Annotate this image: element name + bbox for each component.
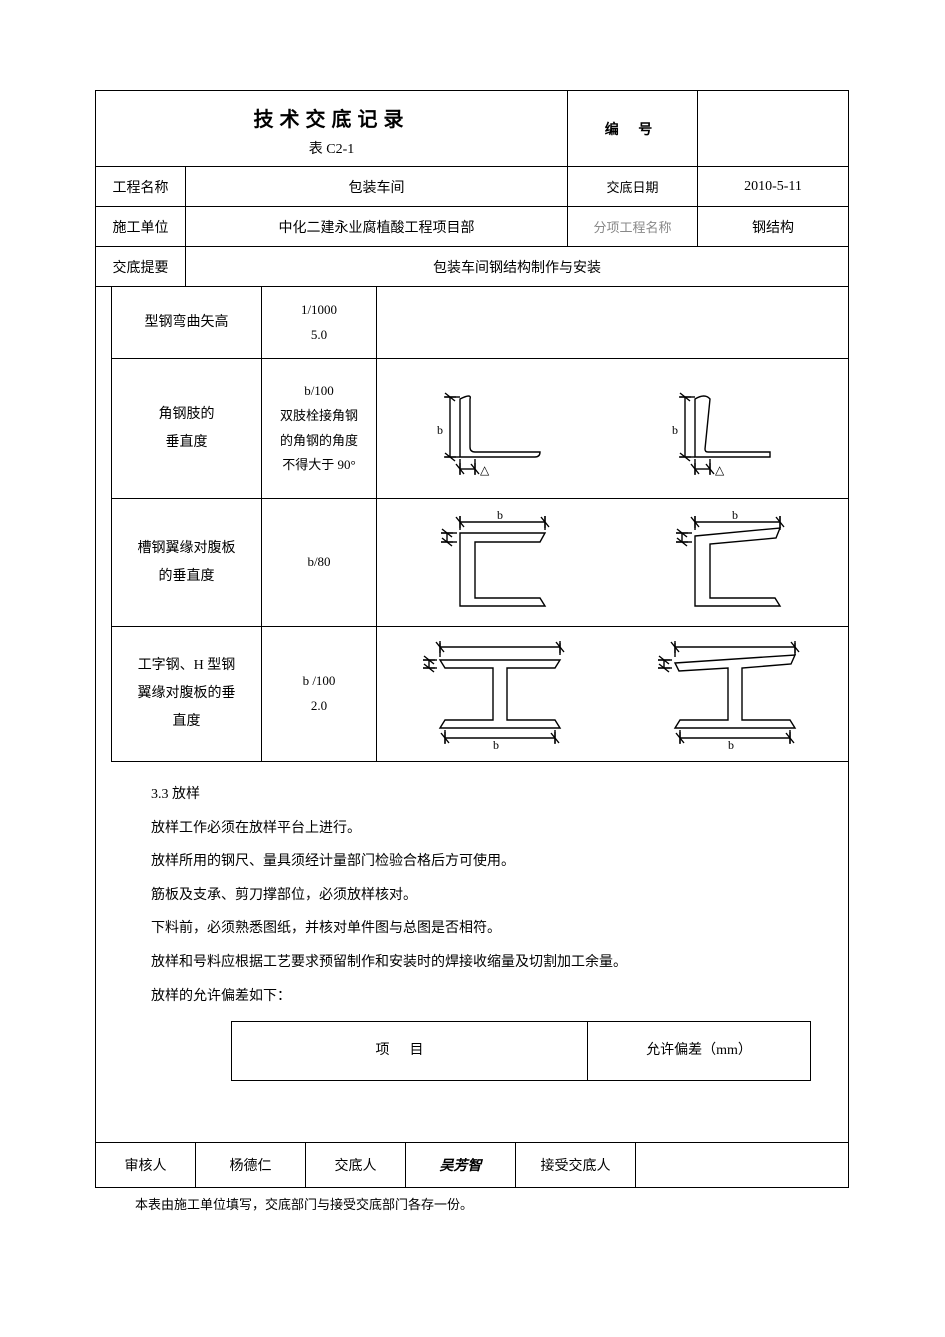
spec-name-cell: 工字钢、H 型钢翼缘对腹板的垂直度	[112, 627, 262, 761]
svg-text:△: △	[480, 463, 490, 477]
body-line: 放样工作必须在放样平台上进行。	[151, 812, 828, 846]
spec-diagram-cell	[377, 287, 848, 358]
body-text: 3.3 放样 放样工作必须在放样平台上进行。放样所用的钢尺、量具须经计量部门检验…	[96, 762, 848, 1113]
tolerance-col-dev: 允许偏差（mm）	[588, 1022, 810, 1080]
diagram-svg: b	[395, 635, 595, 753]
discloser-value: 吴芳智	[406, 1143, 516, 1187]
receiver-label: 接受交底人	[516, 1143, 636, 1187]
doc-title: 技术交底记录	[96, 103, 567, 132]
spec-name-line: 的垂直度	[159, 563, 215, 591]
spec-name-line: 槽钢翼缘对腹板	[138, 535, 236, 563]
doc-number-value	[698, 91, 848, 166]
spec-value-line: b/80	[307, 550, 330, 575]
spec-value-line: 的角钢的角度	[280, 429, 358, 454]
spec-name-cell: 角钢肢的垂直度	[112, 359, 262, 498]
unit-label: 施工单位	[96, 207, 186, 246]
doc-subtitle: 表 C2-1	[96, 138, 567, 158]
spec-name-line: 直度	[173, 708, 201, 736]
spec-diagram-cell: b △ b △	[377, 359, 848, 498]
spec-name-cell: 槽钢翼缘对腹板的垂直度	[112, 499, 262, 626]
svg-text:b: b	[497, 508, 503, 522]
spec-value-line: 不得大于 90°	[282, 453, 355, 478]
diagram-svg: b △	[650, 379, 810, 479]
reviewer-value: 杨德仁	[196, 1143, 306, 1187]
spec-value-line: b /100	[303, 669, 336, 694]
spec-value-cell: b/100双肢栓接角钢的角钢的角度不得大于 90°	[262, 359, 377, 498]
diagram-svg: b	[630, 635, 830, 753]
diagram-svg: b	[640, 508, 820, 618]
svg-text:b: b	[672, 423, 678, 437]
spec-name-cell: 型钢弯曲矢高	[112, 287, 262, 358]
discloser-label: 交底人	[306, 1143, 406, 1187]
spec-row: 槽钢翼缘对腹板的垂直度 b/80 b b	[112, 499, 848, 627]
subproject-value: 钢结构	[698, 207, 848, 246]
svg-text:b: b	[732, 508, 738, 522]
spec-table: 型钢弯曲矢高1/10005.0角钢肢的垂直度b/100双肢栓接角钢的角钢的角度不…	[111, 287, 848, 762]
tolerance-col-item: 项目	[232, 1022, 588, 1080]
subproject-label: 分项工程名称	[568, 207, 698, 246]
body-line: 放样所用的钢尺、量具须经计量部门检验合格后方可使用。	[151, 845, 828, 879]
receiver-value	[636, 1143, 848, 1187]
spec-name-line: 型钢弯曲矢高	[145, 309, 229, 337]
svg-text:b: b	[493, 738, 499, 752]
footnote: 本表由施工单位填写，交底部门与接受交底部门各存一份。	[95, 1188, 850, 1213]
spec-name-line: 角钢肢的	[159, 401, 215, 429]
footer-row: 审核人 杨德仁 交底人 吴芳智 接受交底人	[96, 1143, 848, 1187]
spec-name-line: 垂直度	[166, 429, 208, 457]
document-frame: 技术交底记录 表 C2-1 编 号 工程名称 包装车间 交底日期 2010-5-…	[95, 90, 849, 1188]
diagram-svg: b	[405, 508, 585, 618]
body-line: 放样的允许偏差如下：	[151, 980, 828, 1014]
summary-row: 交底提要 包装车间钢结构制作与安装	[96, 247, 848, 287]
date-label: 交底日期	[568, 167, 698, 206]
spec-value-line: 5.0	[311, 323, 327, 348]
blank-space	[96, 1113, 848, 1143]
body-line: 筋板及支承、剪刀撑部位，必须放样核对。	[151, 879, 828, 913]
doc-number-label: 编 号	[568, 91, 698, 166]
diagram-svg: b △	[415, 379, 575, 479]
summary-value: 包装车间钢结构制作与安装	[186, 247, 848, 286]
spec-value-line: 双肢栓接角钢	[280, 404, 358, 429]
body-line: 下料前，必须熟悉图纸，并核对单件图与总图是否相符。	[151, 912, 828, 946]
spec-row: 角钢肢的垂直度b/100双肢栓接角钢的角钢的角度不得大于 90° b △ b	[112, 359, 848, 499]
project-name-label: 工程名称	[96, 167, 186, 206]
spec-value-line: 2.0	[311, 694, 327, 719]
spec-diagram-cell: b b	[377, 499, 848, 626]
section-heading: 3.3 放样	[151, 778, 828, 812]
spec-value-line: b/100	[304, 379, 334, 404]
header-row: 技术交底记录 表 C2-1 编 号	[96, 91, 848, 167]
spec-name-line: 翼缘对腹板的垂	[138, 680, 236, 708]
svg-text:△: △	[715, 463, 725, 477]
spec-name-line: 工字钢、H 型钢	[138, 652, 236, 680]
summary-label: 交底提要	[96, 247, 186, 286]
spec-value-cell: 1/10005.0	[262, 287, 377, 358]
spec-row: 型钢弯曲矢高 1/10005.0	[112, 287, 848, 359]
spec-row: 工字钢、H 型钢翼缘对腹板的垂直度b /1002.0 b	[112, 627, 848, 762]
spec-value-cell: b /1002.0	[262, 627, 377, 761]
tolerance-table: 项目 允许偏差（mm）	[231, 1021, 811, 1081]
spec-value-line: 1/1000	[301, 298, 337, 323]
info-row-project: 工程名称 包装车间 交底日期 2010-5-11	[96, 167, 848, 207]
date-value: 2010-5-11	[698, 167, 848, 206]
svg-text:b: b	[728, 738, 734, 752]
info-row-unit: 施工单位 中化二建永业腐植酸工程项目部 分项工程名称 钢结构	[96, 207, 848, 247]
spec-diagram-cell: b b	[377, 627, 848, 761]
unit-value: 中化二建永业腐植酸工程项目部	[186, 207, 568, 246]
project-name-value: 包装车间	[186, 167, 568, 206]
reviewer-label: 审核人	[96, 1143, 196, 1187]
header-title-cell: 技术交底记录 表 C2-1	[96, 91, 568, 166]
spec-value-cell: b/80	[262, 499, 377, 626]
body-line: 放样和号料应根据工艺要求预留制作和安装时的焊接收缩量及切割加工余量。	[151, 946, 828, 980]
svg-text:b: b	[437, 423, 443, 437]
